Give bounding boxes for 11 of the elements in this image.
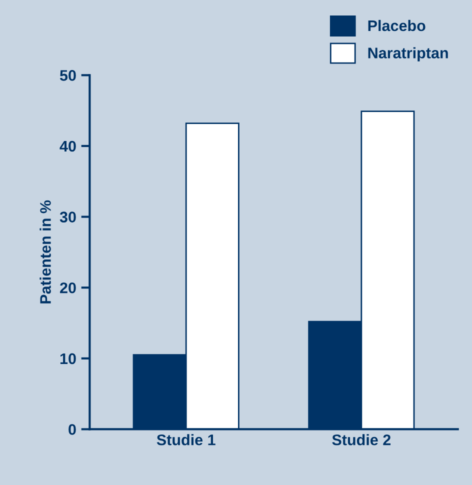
legend-label: Naratriptan — [368, 47, 448, 62]
x-tick-label: Studie 2 — [332, 434, 391, 446]
y-tick-label: 30 — [60, 212, 76, 223]
y-tick-label: 0 — [68, 424, 76, 435]
y-tick-label: 40 — [60, 140, 76, 152]
y-axis-title: Patienten in % — [40, 200, 51, 304]
y-tick-label: 10 — [60, 353, 76, 364]
x-tick-label: Studie 1 — [156, 434, 216, 446]
y-tick-label: 20 — [60, 282, 76, 294]
y-tick-label: 50 — [60, 70, 76, 81]
legend-label: Placebo — [368, 20, 426, 32]
